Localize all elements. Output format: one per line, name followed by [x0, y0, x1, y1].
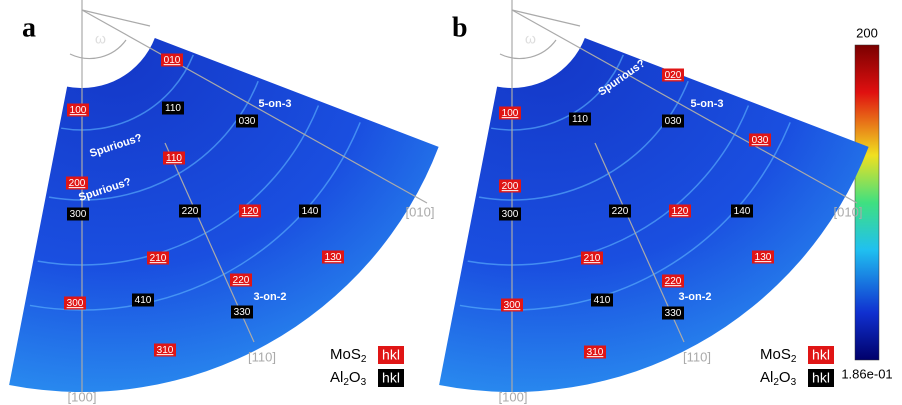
omega: ω	[525, 31, 536, 47]
al2o3-label: 410	[135, 295, 152, 306]
mos2-label: 130	[325, 252, 342, 263]
direction-label: [010]	[834, 204, 863, 219]
mos2-label: 300	[67, 298, 84, 309]
formula-part: Al	[760, 369, 773, 386]
al2o3-label: 300	[502, 209, 519, 220]
annotation: 3-on-2	[254, 291, 287, 303]
mos2-label: 010	[164, 55, 181, 66]
legend-tag: hkl	[812, 370, 830, 386]
subscript: 2	[791, 354, 797, 365]
formula-part: MoS	[760, 346, 791, 363]
mos2-label: 130	[755, 252, 772, 263]
panel-label: b	[452, 12, 468, 43]
al2o3-label: 140	[302, 206, 319, 217]
subscript: 2	[361, 354, 367, 365]
al2o3-label: 220	[612, 206, 629, 217]
panel-label: a	[22, 12, 36, 43]
al2o3-label: 110	[572, 114, 588, 125]
figure: 200 1.86e-01 a ω 010 100 110 200 120 210 220 300 1…	[0, 0, 902, 405]
direction-label: [110]	[248, 349, 276, 364]
al2o3-label: 330	[234, 307, 251, 318]
mos2-label: 200	[69, 178, 86, 189]
colorbar	[855, 45, 879, 360]
legend-tag: hkl	[382, 347, 400, 363]
mos2-label: 120	[242, 206, 259, 217]
omega-edge	[82, 10, 150, 26]
mos2-label: 030	[752, 135, 769, 146]
subscript: 3	[791, 377, 797, 388]
mos2-label: 300	[504, 300, 521, 311]
mos2-label: 120	[672, 206, 689, 217]
mos2-label: 110	[166, 153, 182, 164]
direction-label: [010]	[406, 204, 435, 219]
al2o3-label: 330	[665, 308, 682, 319]
mos2-label: 200	[502, 181, 519, 192]
legend-text: MoS2	[760, 346, 797, 365]
al2o3-label: 110	[165, 103, 181, 114]
al2o3-label: 220	[182, 206, 199, 217]
formula-part: O	[779, 369, 791, 386]
mos2-label: 100	[70, 105, 87, 116]
annotation: 5-on-3	[691, 98, 724, 110]
mos2-label: 220	[665, 276, 682, 287]
panel: a ω 010 100 110 200 120 210 220 300 130 310 110 030 30…	[9, 0, 439, 404]
colorbar-max: 200	[856, 25, 878, 40]
mos2-label: 210	[584, 253, 601, 264]
omega: ω	[95, 31, 106, 47]
legend-text: MoS2	[330, 346, 367, 365]
legend-text: Al2O3	[330, 369, 367, 388]
mos2-label: 100	[502, 108, 519, 119]
al2o3-label: 030	[239, 116, 256, 127]
al2o3-label: 140	[734, 206, 751, 217]
formula-part: Al	[330, 369, 343, 386]
al2o3-label: 300	[70, 209, 87, 220]
subscript: 3	[361, 377, 367, 388]
direction-label: [110]	[683, 349, 711, 364]
mos2-label: 310	[587, 347, 604, 358]
legend-text: Al2O3	[760, 369, 797, 388]
omega-edge	[512, 10, 580, 26]
annotation: 3-on-2	[679, 291, 712, 303]
al2o3-label: 030	[665, 116, 682, 127]
mos2-label: 220	[233, 275, 250, 286]
annotation: 5-on-3	[259, 98, 292, 110]
formula-part: MoS	[330, 346, 361, 363]
panel: b ω 100 020 030 200 120 210 220 300 130 310 110 030 30…	[439, 0, 869, 404]
colorbar-min: 1.86e-01	[841, 366, 892, 381]
al2o3-label: 410	[594, 295, 611, 306]
mos2-label: 310	[157, 345, 174, 356]
direction-label: [100]	[68, 389, 97, 404]
mos2-label: 210	[150, 253, 167, 264]
direction-label: [100]	[499, 389, 528, 404]
mos2-label: 020	[665, 70, 682, 81]
formula-part: O	[349, 369, 361, 386]
legend-tag: hkl	[382, 370, 400, 386]
legend-tag: hkl	[812, 347, 830, 363]
